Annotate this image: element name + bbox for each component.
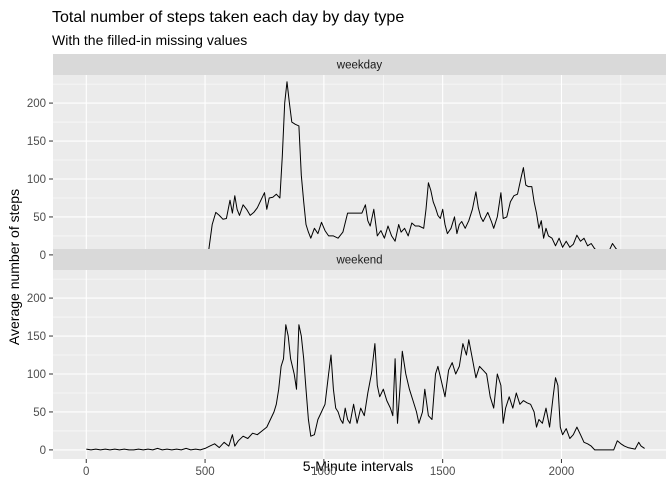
facet-strip	[53, 249, 666, 270]
panel-background	[53, 270, 666, 459]
facet-strip-label: weekend	[335, 255, 382, 267]
y-tick-label: 50	[33, 407, 46, 419]
y-tick-label: 200	[27, 293, 46, 305]
panel-background	[53, 75, 666, 264]
y-tick-label: 150	[27, 136, 46, 148]
y-tick-label: 0	[40, 445, 46, 457]
y-tick-label: 100	[27, 369, 46, 381]
series-line-weekend	[86, 324, 645, 451]
y-tick-label: 0	[40, 250, 46, 262]
x-axis-title: 5-Minute intervals	[303, 458, 414, 474]
x-tick-label: 1500	[430, 466, 456, 478]
y-axis-title: Average number of steps	[6, 189, 22, 345]
y-tick-label: 150	[27, 331, 46, 343]
x-tick-label: 1000	[311, 466, 337, 478]
x-tick-label: 0	[83, 466, 89, 478]
y-tick-label: 200	[27, 98, 46, 110]
chart-title: Total number of steps taken each day by …	[52, 9, 404, 26]
facet-strip-label: weekday	[336, 60, 383, 72]
x-tick-label: 2000	[549, 466, 575, 478]
facet-strip	[53, 54, 666, 75]
y-tick-label: 100	[27, 174, 46, 186]
chart-subtitle: With the filled-in missing values	[52, 32, 247, 48]
series-line-weekday	[86, 81, 646, 256]
y-tick-label: 50	[33, 212, 46, 224]
facet-weekday: weekday 0 50 100 150 200	[27, 54, 666, 264]
x-tick-label: 500	[195, 466, 214, 478]
